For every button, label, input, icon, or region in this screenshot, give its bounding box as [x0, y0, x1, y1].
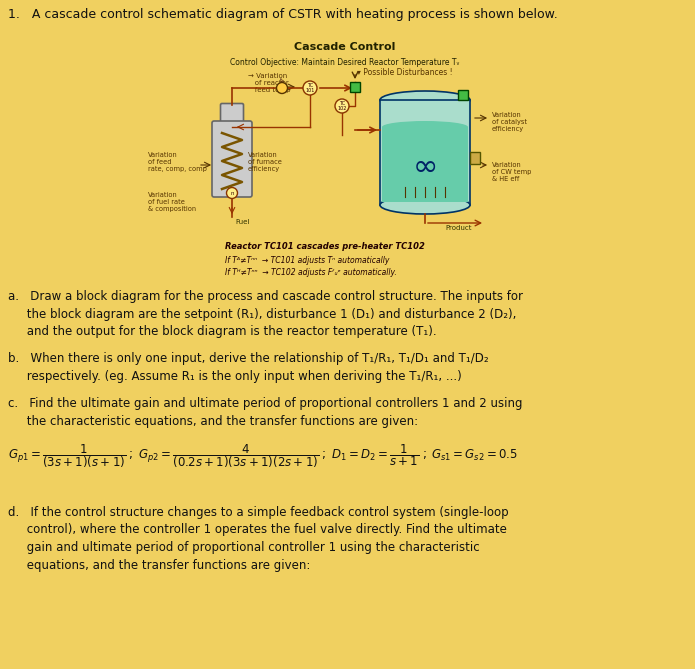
Text: d.   If the control structure changes to a simple feedback control system (singl: d. If the control structure changes to a…: [8, 506, 509, 571]
Text: b.   When there is only one input, derive the relationship of T₁/R₁, T₁/D₁ and T: b. When there is only one input, derive …: [8, 352, 489, 383]
Bar: [380, 100, 470, 205]
Text: If Tᴴ≠Tⁿⁿ  → TC102 adjusts Fᶠᵤᵉ automatically.: If Tᴴ≠Tⁿⁿ → TC102 adjusts Fᶠᵤᵉ automatic…: [225, 268, 397, 277]
Bar: [350, 82, 360, 92]
Text: Product: Product: [445, 225, 471, 231]
Text: Cascade Control: Cascade Control: [294, 42, 395, 52]
Text: If Tᴬ≠Tⁿⁿ  → TC101 adjusts Tⁿ automatically: If Tᴬ≠Tⁿⁿ → TC101 adjusts Tⁿ automatical…: [225, 256, 389, 265]
Text: ▾ Possible Disturbances !: ▾ Possible Disturbances !: [357, 68, 452, 77]
Bar: [382, 127, 468, 202]
FancyBboxPatch shape: [212, 121, 252, 197]
Text: Variation
of catalyst
efficiency: Variation of catalyst efficiency: [492, 112, 527, 132]
Text: Fuel: Fuel: [235, 219, 250, 225]
Text: Variation
of feed
rate, comp, comp: Variation of feed rate, comp, comp: [148, 152, 207, 172]
Ellipse shape: [380, 91, 470, 109]
Text: c.   Find the ultimate gain and ultimate period of proportional controllers 1 an: c. Find the ultimate gain and ultimate p…: [8, 397, 523, 427]
Text: $G_{p1} = \dfrac{1}{(3s+1)(s+1)}$$\;;\;G_{p2} = \dfrac{4}{(0.2s+1)(3s+1)(2s+1)}$: $G_{p1} = \dfrac{1}{(3s+1)(s+1)}$$\;;\;G…: [8, 442, 518, 470]
Ellipse shape: [380, 196, 470, 214]
Text: a.   Draw a block diagram for the process and cascade control structure. The inp: a. Draw a block diagram for the process …: [8, 290, 523, 338]
Text: Variation
of furnace
efficiency: Variation of furnace efficiency: [248, 152, 282, 172]
Ellipse shape: [382, 121, 468, 133]
Circle shape: [227, 187, 238, 199]
Circle shape: [335, 99, 349, 113]
Text: TC
101: TC 101: [305, 82, 315, 94]
Text: Reactor TC101 cascades pre-heater TC102: Reactor TC101 cascades pre-heater TC102: [225, 242, 425, 251]
Bar: [470, 152, 480, 164]
Bar: [458, 90, 468, 100]
Text: Variation
of CW temp
& HE eff: Variation of CW temp & HE eff: [492, 162, 532, 182]
Circle shape: [277, 82, 288, 94]
Text: TC
102: TC 102: [337, 100, 347, 112]
Text: 1.   A cascade control schematic diagram of CSTR with heating process is shown b: 1. A cascade control schematic diagram o…: [8, 8, 558, 21]
Text: Variation
of fuel rate
& composition: Variation of fuel rate & composition: [148, 192, 196, 212]
Text: → Variation
   of reactor
   feed temp: → Variation of reactor feed temp: [248, 73, 291, 93]
FancyBboxPatch shape: [220, 104, 243, 128]
Circle shape: [303, 81, 317, 95]
Text: ∞: ∞: [412, 153, 438, 181]
Text: n: n: [230, 191, 234, 195]
Text: Control Objective: Maintain Desired Reactor Temperature Tᵥ: Control Objective: Maintain Desired Reac…: [230, 58, 460, 67]
Text: tₙ: tₙ: [279, 78, 284, 83]
